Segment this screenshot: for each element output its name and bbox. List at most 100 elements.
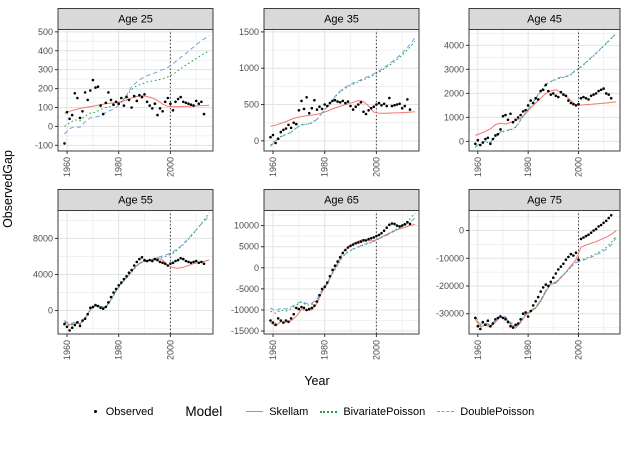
facet-title: Age 25 [118,14,153,26]
panel-background [469,29,620,151]
y-tick-label: 400 [38,46,53,56]
facet-title: Age 35 [324,14,359,26]
y-tick-label: 500 [38,27,53,37]
legend-model-title: Model [185,404,223,419]
legend-observed-item: Observed [93,405,154,418]
observed-points [269,96,412,145]
facet-title: Age 65 [324,195,359,207]
facet-title: Age 55 [118,195,153,207]
facet-strip [57,189,214,211]
y-tick-label: 500 [244,100,259,110]
y-axis-title: ObservedGap [0,10,16,368]
panel-background [264,210,419,334]
y-tick-label: 10000 [234,221,259,231]
facet-strip [468,189,621,211]
facet-age-75: Age 75 1960 1980 2000 -30000 -20000 -10000 0 [436,189,621,360]
y-tick-label: 3000 [444,64,464,74]
y-tick-label: 4000 [33,269,53,279]
x-tick-label: 1960 [473,340,483,360]
y-tick-label: -10000 [436,253,464,263]
x-axis-title: Year [304,374,330,388]
x-tick-label: 1980 [320,340,330,360]
legend-observed-label: Observed [105,405,154,418]
legend-entry-doublepoisson: DoublePoisson [437,406,534,418]
y-tick-label: 200 [38,84,53,94]
facet-title: Age 45 [527,14,562,26]
skellam-line [475,89,617,136]
x-tick-label: 1980 [320,157,330,177]
y-tick-label: 4000 [444,40,464,50]
x-tick-label: 1980 [114,157,124,177]
y-tick-label: 1000 [239,63,259,73]
doublepoisson-line-icon [437,411,455,412]
facet-grid: Age 25 1960 1980 2000 -100 0 100 200 300 400 500 Ag… [16,8,621,367]
x-tick-label: 1980 [114,340,124,360]
facet-strip [468,8,621,30]
x-tick-label: 1960 [268,157,278,177]
x-tick-label: 1980 [523,157,533,177]
y-tick-label: -5000 [236,284,259,294]
x-tick-label: 1960 [473,157,483,177]
y-tick-label: 0 [459,136,464,146]
double-line [270,37,416,147]
observed-points [474,83,613,147]
skellam-line-icon [246,411,264,412]
double-line [64,215,210,325]
legend-skellam-label: Skellam [269,405,309,418]
legend-doublepoisson-label: DoublePoisson [460,405,535,418]
bivariate-line [270,40,416,146]
facet-age-55: Age 55 1960 1980 2000 0 4000 8000 [33,189,214,360]
x-tick-label: 2000 [165,340,175,360]
y-axis-title-text: ObservedGap [1,150,16,228]
observed-points [269,220,412,326]
skellam-line [270,99,416,127]
legend-entry-bivariatepoisson: BivariatePoisson [320,406,425,418]
y-tick-label: 5000 [239,242,259,252]
y-tick-label: 1500 [239,27,259,37]
y-tick-label: 0 [254,136,259,146]
y-tick-label: 1000 [444,112,464,122]
x-tick-label: 2000 [573,340,583,360]
double-line [64,35,210,135]
legend-bivariatepoisson-label: BivariatePoisson [343,405,426,418]
bivariate-line [64,50,210,127]
y-tick-label: -100 [35,140,53,150]
panel-background [58,210,213,334]
observed-points [474,214,613,331]
facet-age-45: Age 45 1960 1980 2000 0 1000 2000 3000 4000 [444,8,621,177]
observed-points [63,256,206,332]
facet-strip [263,189,420,211]
double-line [474,237,617,327]
x-tick-label: 1960 [268,340,278,360]
y-tick-label: 300 [38,65,53,75]
y-tick-label: 100 [38,102,53,112]
y-tick-label: -15000 [231,326,259,336]
skellam-line [64,95,210,114]
y-tick-label: 8000 [33,233,53,243]
observed-points [63,78,206,145]
facet-title: Age 75 [527,195,562,207]
y-tick-label: 0 [48,121,53,131]
legend: Observed Model Skellam BivariatePoisson … [0,404,628,419]
bivariatepoisson-line-icon [320,410,338,413]
facet-row-top: Age 25 1960 1980 2000 -100 0 100 200 300 400 500 Ag… [16,8,621,184]
facet-age-35: Age 35 1960 1980 2000 0 500 1000 1500 [239,8,420,177]
x-tick-label: 2000 [371,340,381,360]
y-tick-label: 0 [459,226,464,236]
x-tick-label: 2000 [573,157,583,177]
y-tick-label: 2000 [444,88,464,98]
x-tick-label: 1960 [62,157,72,177]
facet-row-bottom: Age 55 1960 1980 2000 0 4000 8000 Age 65 1960 198… [16,189,621,367]
legend-entry-skellam: Skellam [246,406,308,418]
x-tick-label: 2000 [371,157,381,177]
observed-point-icon [93,410,97,413]
y-tick-label: -30000 [436,309,464,319]
facet-age-65: Age 65 1960 1980 2000 -15000 -10000 -5000 0 5000… [231,189,420,360]
x-tick-label: 1960 [62,340,72,360]
facet-age-25: Age 25 1960 1980 2000 -100 0 100 200 300 400 500 [35,8,214,177]
panel-background [58,29,213,151]
x-tick-label: 1980 [523,340,533,360]
y-tick-label: 0 [48,306,53,316]
y-tick-label: -20000 [436,281,464,291]
